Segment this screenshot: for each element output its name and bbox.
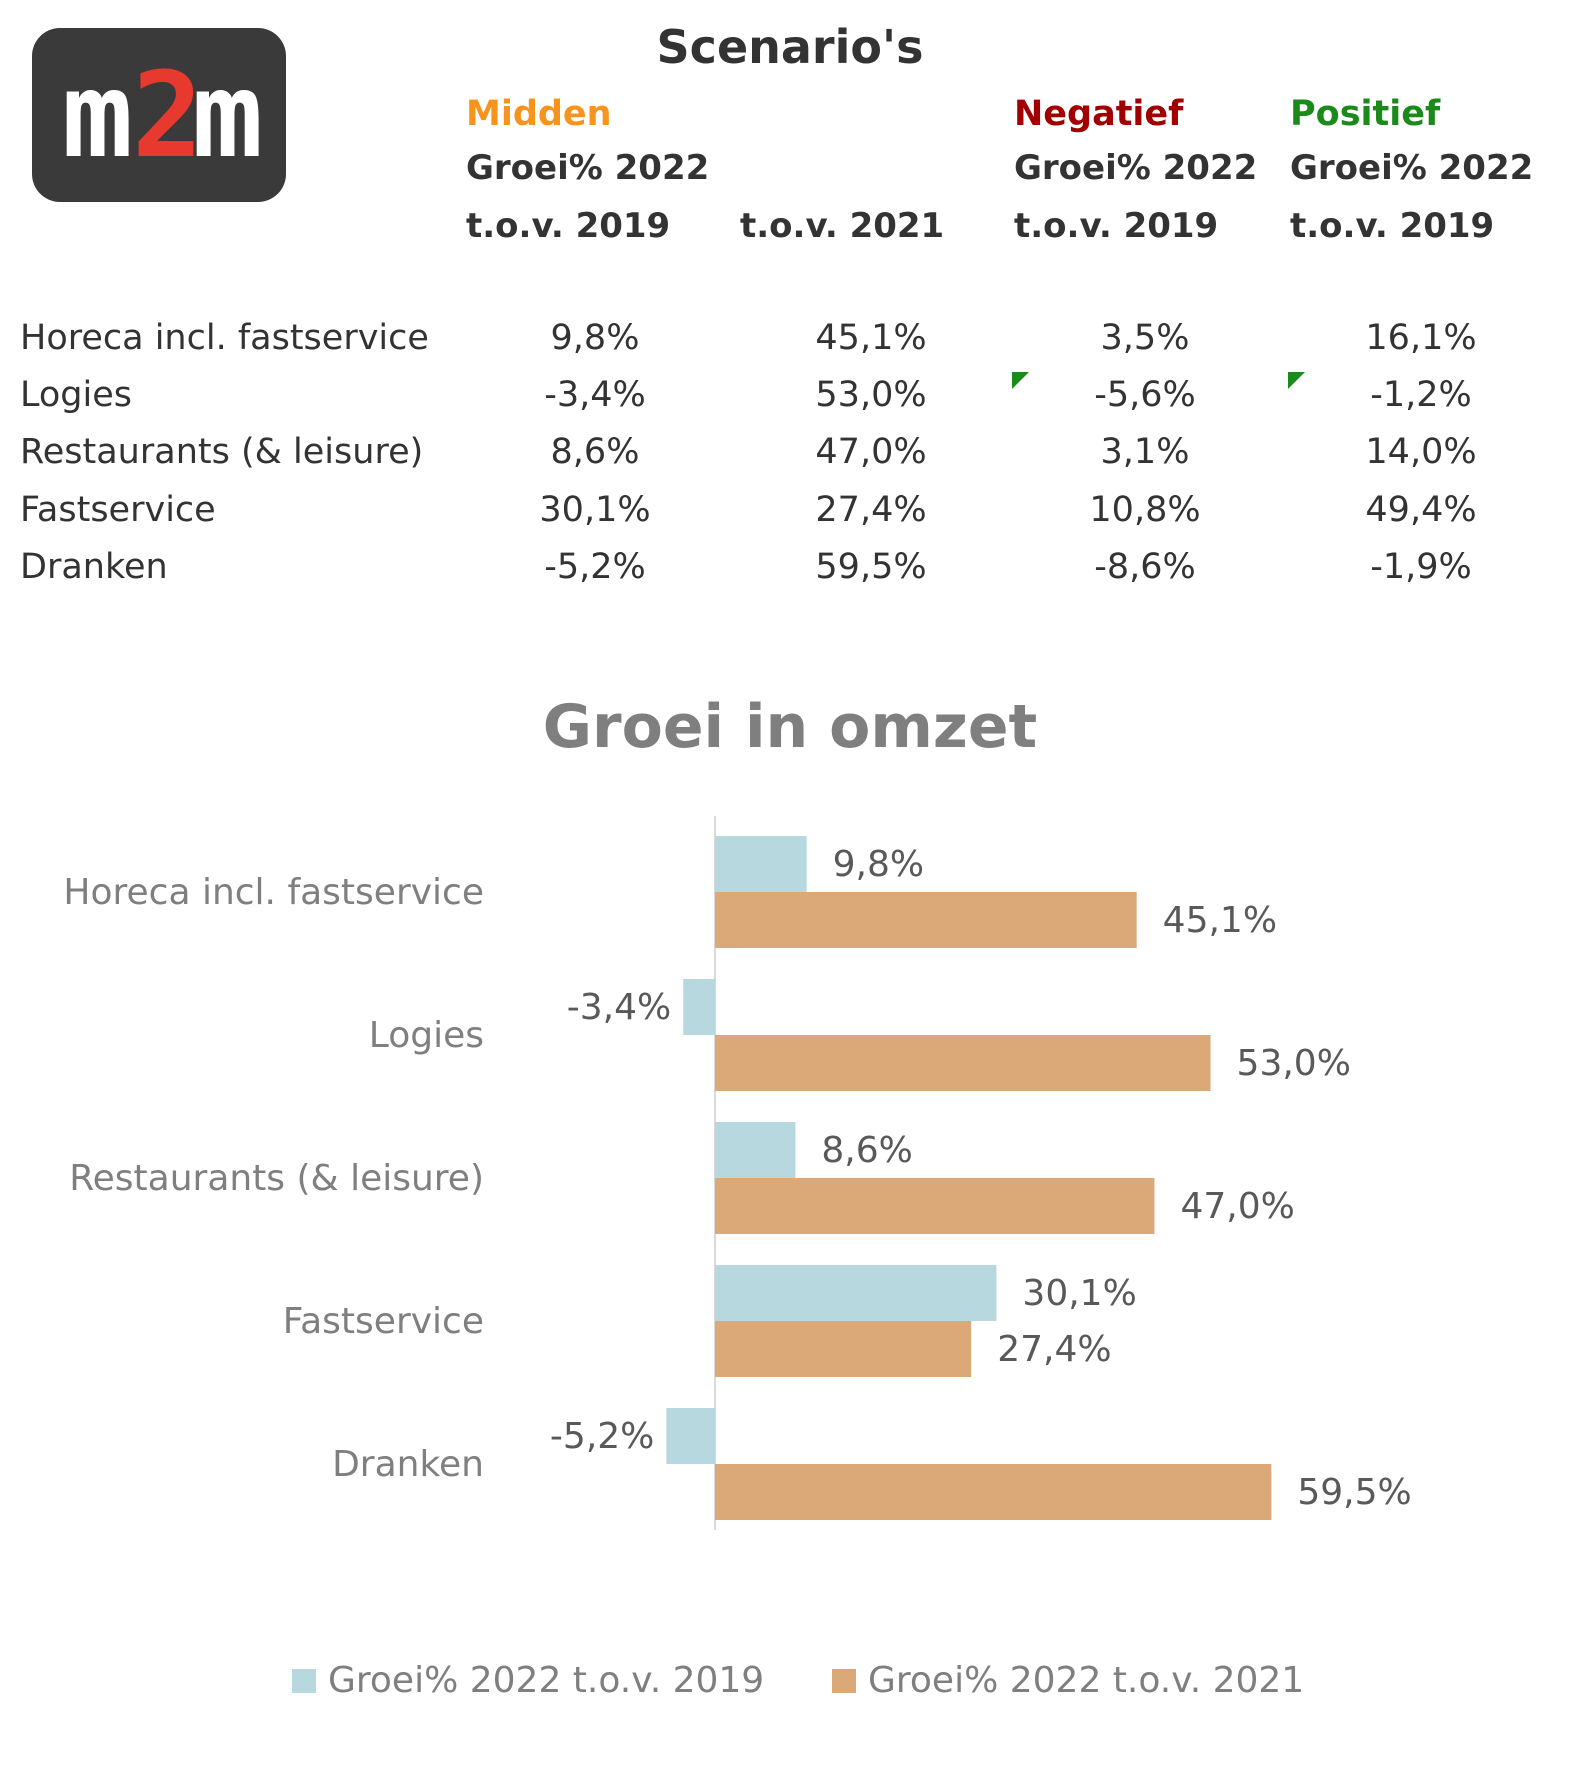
table-row-label: Dranken — [20, 547, 168, 587]
logo-digit-2: 2 — [132, 46, 203, 184]
data-label: -5,2% — [550, 1416, 654, 1457]
bar-2021 — [715, 1035, 1211, 1091]
table-cell: 10,8% — [1089, 490, 1201, 530]
bar-2019 — [683, 979, 715, 1035]
table-cell: 14,0% — [1365, 432, 1477, 472]
table-cell: 27,4% — [815, 490, 927, 530]
data-label: 47,0% — [1180, 1186, 1294, 1227]
table-cell: -5,6% — [1094, 375, 1196, 415]
legend-label-2019: Groei% 2022 t.o.v. 2019 — [328, 1660, 765, 1701]
bar-2019 — [715, 1122, 796, 1178]
table-row-label: Restaurants (& leisure) — [20, 432, 424, 472]
category-label: Fastservice — [283, 1301, 484, 1342]
data-label: 53,0% — [1237, 1043, 1351, 1084]
negatief-groei-subhead: Groei% 2022 — [1014, 148, 1258, 188]
table-cell: 8,6% — [550, 432, 640, 472]
scenario-midden-header: Midden — [466, 94, 612, 134]
legend-swatch-2021 — [832, 1668, 856, 1693]
data-label: 30,1% — [1022, 1273, 1136, 1314]
table-row-label: Horeca incl. fastservice — [20, 318, 429, 358]
data-label: 8,6% — [821, 1130, 912, 1171]
table-cell: 59,5% — [815, 547, 927, 587]
chart-title: Groei in omzet — [542, 692, 1038, 762]
bar-2021 — [715, 1464, 1272, 1520]
category-label: Restaurants (& leisure) — [69, 1158, 484, 1199]
data-label: 27,4% — [997, 1329, 1111, 1370]
logo-letter-m2: m — [192, 46, 263, 184]
midden-tov2021-subhead: t.o.v. 2021 — [740, 206, 945, 246]
table-cell: 47,0% — [815, 432, 927, 472]
bar-2021 — [715, 892, 1137, 948]
bar-2021 — [715, 1321, 972, 1377]
comment-marker-icon — [1012, 372, 1029, 389]
table-cell: 16,1% — [1365, 318, 1477, 358]
bar-2019 — [666, 1408, 715, 1464]
table-row-label: Fastservice — [20, 490, 216, 530]
table-cell: 3,5% — [1100, 318, 1190, 358]
category-label: Dranken — [332, 1444, 484, 1485]
logo-letter-m1: m — [62, 46, 133, 184]
scenario-positief-header: Positief — [1290, 94, 1441, 134]
negatief-tov2019-subhead: t.o.v. 2019 — [1014, 206, 1219, 246]
category-label: Horeca incl. fastservice — [63, 872, 484, 913]
comment-marker-icon — [1288, 372, 1305, 389]
scenario-table-title: Scenario's — [656, 20, 924, 74]
legend-swatch-2019 — [292, 1668, 316, 1693]
table-row-label: Logies — [20, 375, 133, 415]
table-cell: -8,6% — [1094, 547, 1196, 587]
table-cell: 49,4% — [1365, 490, 1477, 530]
data-label: -3,4% — [567, 987, 671, 1028]
data-label: 45,1% — [1163, 900, 1277, 941]
data-label: 59,5% — [1297, 1472, 1411, 1513]
table-cell: 3,1% — [1100, 432, 1190, 472]
legend-label-2021: Groei% 2022 t.o.v. 2021 — [868, 1660, 1305, 1701]
midden-tov2019-subhead: t.o.v. 2019 — [466, 206, 671, 246]
bar-chart: Horeca incl. fastservice 9,8% 45,1% Logies -… — [63, 816, 1412, 1530]
bar-2019 — [715, 836, 807, 892]
legend-item-2021: Groei% 2022 t.o.v. 2021 — [832, 1660, 1304, 1701]
data-label: 9,8% — [833, 844, 924, 885]
m2m-logo-mark: m 2 m — [62, 46, 263, 184]
positief-tov2019-subhead: t.o.v. 2019 — [1290, 206, 1495, 246]
table-cell: -1,9% — [1370, 547, 1472, 587]
table-cell: 9,8% — [550, 318, 640, 358]
midden-groei-subhead: Groei% 2022 — [466, 148, 710, 188]
legend-item-2019: Groei% 2022 t.o.v. 2019 — [292, 1660, 764, 1701]
m2m-logo: m 2 m — [32, 28, 286, 202]
bar-2019 — [715, 1265, 997, 1321]
chart-legend: Groei% 2022 t.o.v. 2019 Groei% 2022 t.o.… — [0, 1660, 1581, 1710]
bar-2021 — [715, 1178, 1155, 1234]
table-cell: 30,1% — [539, 490, 651, 530]
table-cell: -1,2% — [1370, 375, 1472, 415]
table-cell: -3,4% — [544, 375, 646, 415]
scenario-negatief-header: Negatief — [1014, 94, 1184, 134]
category-label: Logies — [369, 1015, 484, 1056]
table-cell: 53,0% — [815, 375, 927, 415]
table-cell: 45,1% — [815, 318, 927, 358]
table-cell: -5,2% — [544, 547, 646, 587]
positief-groei-subhead: Groei% 2022 — [1290, 148, 1534, 188]
